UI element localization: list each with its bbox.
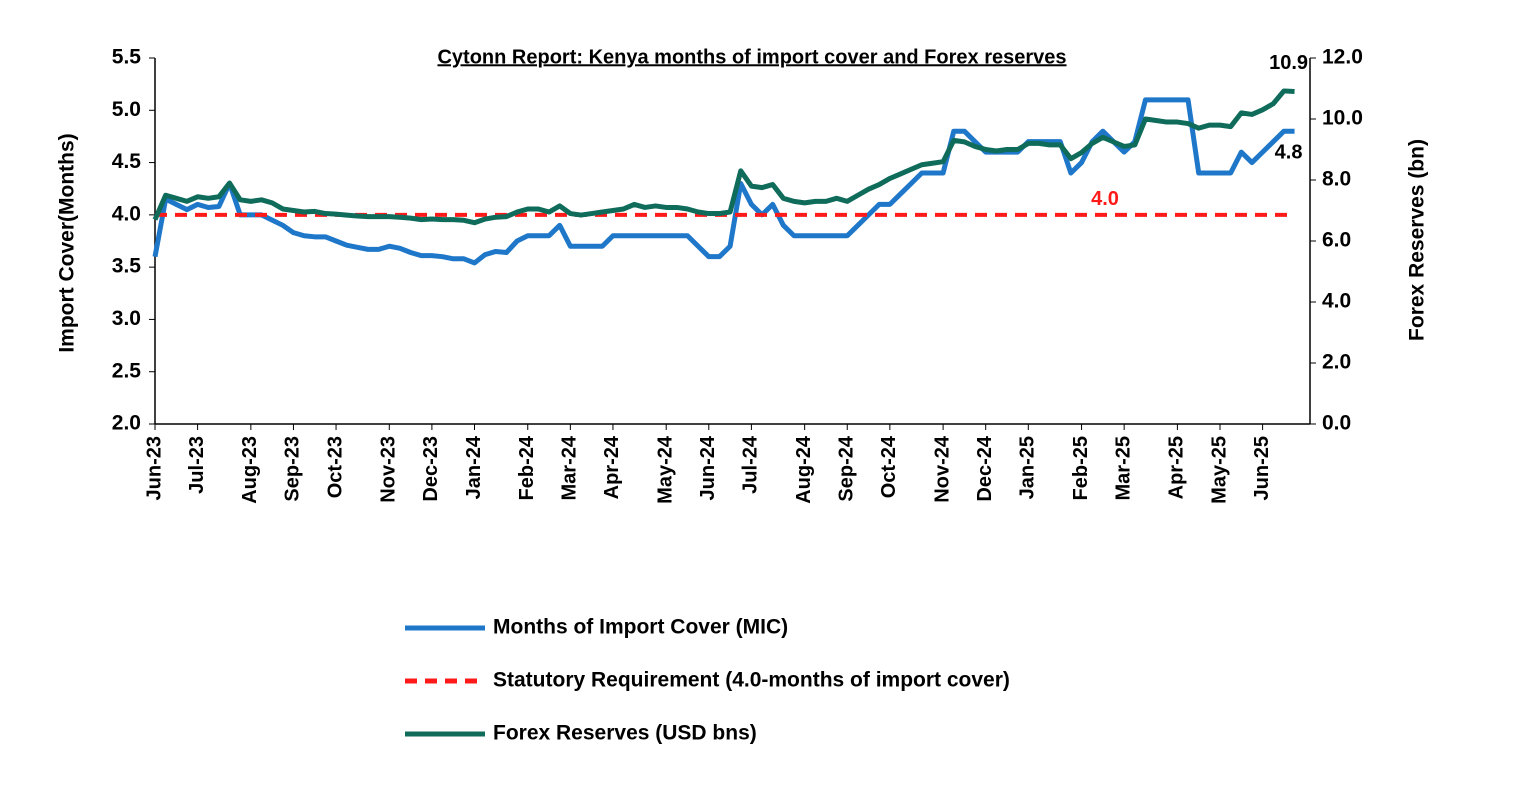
y2-tick-label: 4.0 — [1322, 290, 1351, 313]
y-tick-label: 3.0 — [112, 307, 141, 330]
x-tick-label: Nov-23 — [378, 436, 400, 503]
x-tick-label: Feb-24 — [516, 435, 538, 500]
x-tick-label: Apr-25 — [1166, 436, 1188, 499]
x-tick-label: Sep-24 — [836, 435, 858, 501]
y2-tick-label: 10.0 — [1322, 107, 1363, 130]
x-tick-label: Apr-24 — [601, 435, 623, 499]
legend-label: Statutory Requirement (4.0-months of imp… — [493, 669, 1010, 692]
y-tick-label: 4.5 — [112, 150, 142, 173]
y2-tick-label: 0.0 — [1322, 412, 1351, 435]
series-line — [152, 88, 1295, 226]
series-line — [152, 97, 1295, 266]
x-tick-label: Jul-24 — [740, 435, 762, 494]
x-tick-label: Jun-25 — [1251, 436, 1273, 500]
y2-axis-label: Forex Reserves (bn) — [1406, 139, 1429, 341]
reference-label: 4.0 — [1091, 188, 1119, 210]
y-tick-label: 2.0 — [112, 412, 141, 435]
x-tick-label: Jun-24 — [697, 435, 719, 500]
x-tick-label: Jul-23 — [186, 436, 208, 494]
x-tick-label: Feb-25 — [1070, 436, 1092, 500]
x-tick-label: Sep-23 — [282, 436, 304, 502]
x-tick-label: May-25 — [1208, 436, 1230, 504]
y-tick-label: 2.5 — [112, 359, 142, 382]
x-tick-label: Nov-24 — [931, 435, 953, 503]
chart-title: Cytonn Report: Kenya months of import co… — [437, 46, 1066, 68]
x-tick-label: Aug-23 — [239, 436, 261, 504]
y2-tick-label: 8.0 — [1322, 168, 1351, 191]
y-axis-label: Import Cover(Months) — [56, 133, 79, 352]
x-tick-label: Aug-24 — [793, 435, 815, 504]
x-tick-label: Jun-23 — [143, 436, 165, 500]
y-tick-label: 3.5 — [112, 255, 142, 278]
x-tick-label: Mar-24 — [559, 435, 581, 500]
legend-label: Forex Reserves (USD bns) — [493, 722, 757, 745]
x-tick-label: May-24 — [654, 435, 676, 504]
x-tick-label: Mar-25 — [1112, 436, 1134, 500]
data-label: 10.9 — [1269, 52, 1308, 74]
y-tick-label: 5.5 — [112, 46, 142, 69]
y2-tick-label: 2.0 — [1322, 351, 1351, 374]
x-tick-label: Jan-24 — [463, 435, 485, 499]
y2-tick-label: 12.0 — [1322, 46, 1363, 69]
data-label: 4.8 — [1275, 141, 1303, 163]
y2-tick-label: 6.0 — [1322, 229, 1351, 252]
y-tick-label: 5.0 — [112, 98, 141, 121]
y-tick-label: 4.0 — [112, 202, 141, 225]
x-tick-label: Jan-25 — [1017, 436, 1039, 499]
legend-label: Months of Import Cover (MIC) — [493, 616, 788, 639]
x-tick-label: Oct-24 — [878, 435, 900, 498]
x-tick-label: Oct-23 — [324, 436, 346, 498]
x-tick-label: Dec-23 — [420, 436, 442, 502]
x-tick-label: Dec-24 — [974, 435, 996, 501]
